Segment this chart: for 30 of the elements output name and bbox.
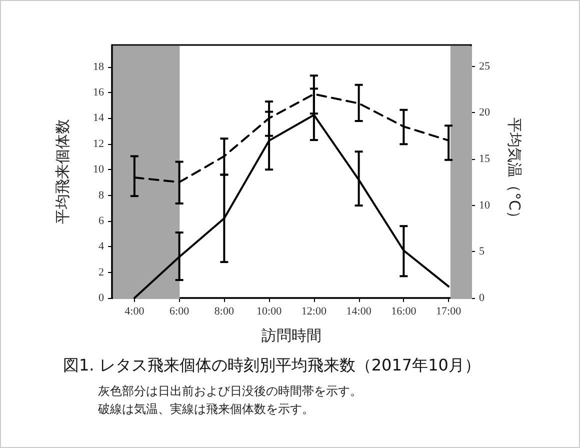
y2-tick-label: 0: [479, 292, 485, 304]
text: 灰色部分は日出前および日没後の時間帯を示す。: [98, 384, 362, 398]
y-tick-label: 12: [93, 138, 104, 150]
y2-tick-label: 15: [479, 152, 490, 165]
text: 破線は気温、実線は飛来個体数を示す。: [97, 402, 314, 416]
y-tick-label: 2: [98, 266, 104, 278]
y-tick-label: 10: [93, 164, 104, 176]
x-tick-label: 6:00: [170, 306, 190, 318]
y2-tick-label: 10: [479, 199, 490, 212]
x-tick-label: 4:00: [124, 306, 145, 318]
x-tick-label: 8:00: [214, 306, 234, 318]
y-tick-label: 0: [98, 292, 104, 304]
x-tick-label: 14:00: [346, 306, 372, 318]
x-tick-label: 17:00: [436, 306, 462, 318]
y-axis-title: 平均飛来個体数: [54, 119, 72, 224]
y-tick-label: 8: [98, 189, 104, 202]
x-tick-label: 16:00: [391, 306, 417, 318]
y-tick-label: 14: [93, 112, 104, 124]
y2-tick-label: 25: [479, 60, 490, 72]
y-tick-label: 4: [98, 240, 104, 253]
x-tick-label: 12:00: [301, 306, 327, 318]
x-tick-label: 10:00: [256, 306, 282, 318]
y2-axis-title: 平均気温（°C）: [506, 118, 524, 226]
x-axis-title: 訪問時間: [262, 326, 322, 344]
y2-tick-label: 20: [479, 106, 490, 119]
y-tick-label: 18: [93, 60, 104, 73]
y2-tick-label: 5: [479, 246, 485, 258]
text: 図1. レタス飛来個体の時刻別平均飛来数（2017年10月）: [63, 356, 480, 374]
y-tick-label: 16: [93, 86, 104, 99]
y-tick-label: 6: [98, 214, 104, 227]
